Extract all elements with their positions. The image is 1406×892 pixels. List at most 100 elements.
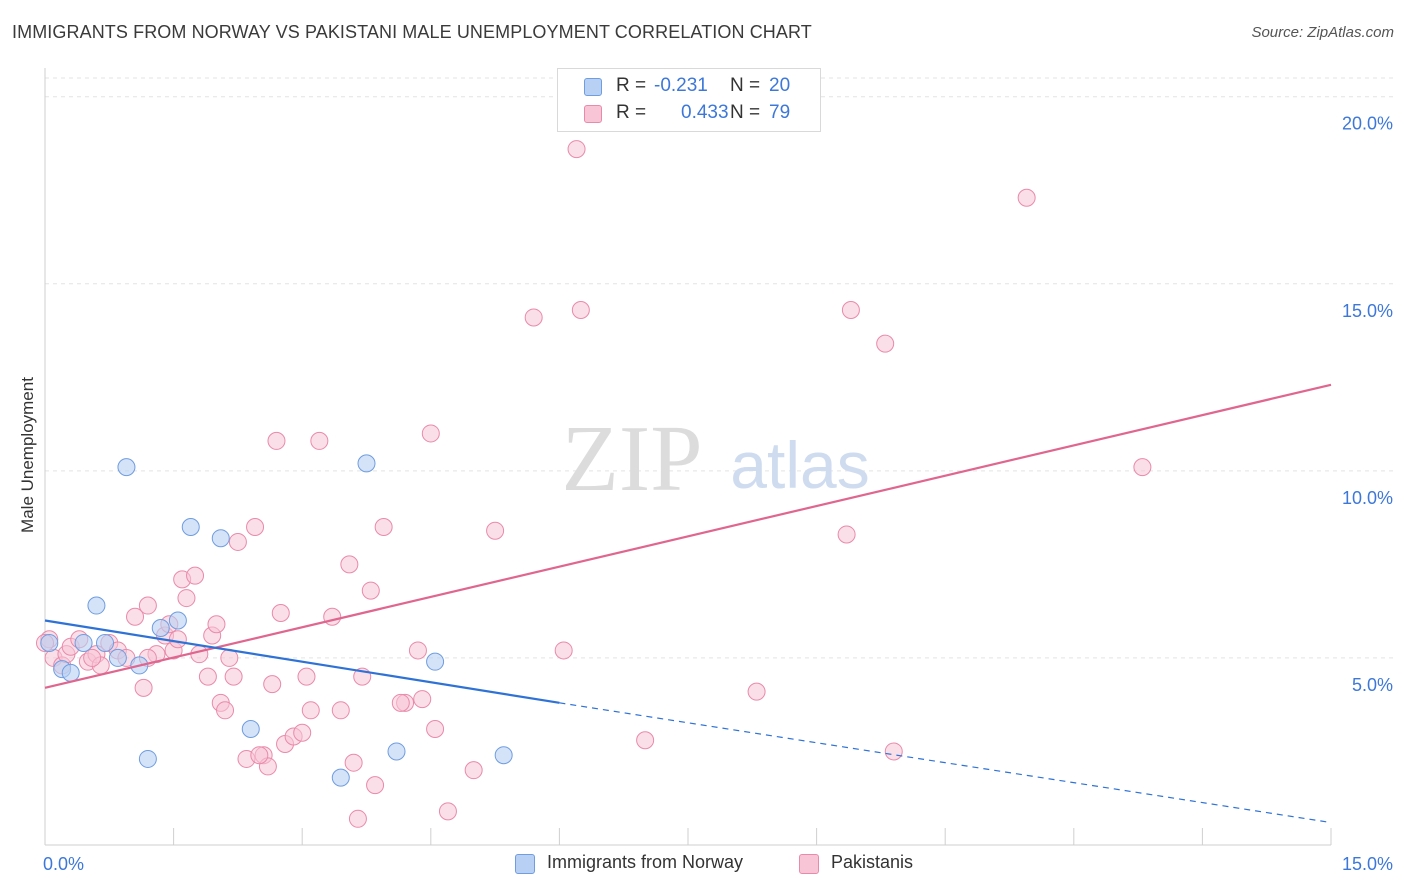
norway-point xyxy=(211,529,230,548)
pakistanis-n-value: 79 xyxy=(769,102,791,123)
pakistanis-point xyxy=(293,723,312,742)
pakistanis-point xyxy=(841,300,860,319)
pakistanis-point xyxy=(408,641,427,660)
y-tick-label: 15.0% xyxy=(1342,301,1393,321)
pakistanis-point xyxy=(1017,188,1036,207)
pakistanis-point xyxy=(567,140,586,159)
pakistanis-point xyxy=(207,615,226,634)
legend-norway-swatch xyxy=(515,854,535,874)
y-tick-label: 20.0% xyxy=(1342,114,1393,134)
norway-point xyxy=(74,633,93,652)
legend-pakistanis-swatch xyxy=(799,854,819,874)
correlation-legend: R = -0.231 N = 20 R = 0.433 N = 79 xyxy=(557,68,821,132)
pakistanis-point xyxy=(554,641,573,660)
pakistanis-point xyxy=(524,308,543,327)
norway-point xyxy=(117,458,136,477)
pakistanis-points xyxy=(36,140,1152,828)
pakistanis-point xyxy=(636,731,655,750)
axis-layer xyxy=(44,68,1332,846)
pakistanis-point xyxy=(301,701,320,720)
pakistanis-point xyxy=(426,720,445,739)
pakistanis-point xyxy=(134,678,153,697)
pakistanis-r-value: 0.433 xyxy=(681,102,729,123)
chart-title: IMMIGRANTS FROM NORWAY VS PAKISTANI MALE… xyxy=(12,22,812,42)
source-credit: Source: ZipAtlas.com xyxy=(1251,24,1394,41)
pakistanis-point xyxy=(348,809,367,828)
y-tick-label: 5.0% xyxy=(1352,675,1393,695)
pakistanis-point xyxy=(250,746,269,765)
pakistanis-point xyxy=(464,761,483,780)
norway-point xyxy=(87,596,106,615)
norway-point xyxy=(357,454,376,473)
norway-point xyxy=(494,746,513,765)
tick-labels: 5.0% 10.0% 15.0% 20.0% 0.0% 15.0% xyxy=(43,114,1393,874)
pakistanis-point xyxy=(344,753,363,772)
norway-n-label: N = xyxy=(730,75,761,96)
norway-swatch xyxy=(584,78,602,96)
pakistanis-point xyxy=(876,334,895,353)
norway-point xyxy=(426,652,445,671)
norway-r-value: -0.231 xyxy=(654,75,708,96)
pakistanis-point xyxy=(267,431,286,450)
pakistanis-point xyxy=(391,693,410,712)
norway-r-label: R = xyxy=(616,75,647,96)
pakistanis-point xyxy=(571,300,590,319)
pakistanis-point xyxy=(323,607,342,626)
trend-lines xyxy=(44,383,1332,824)
pakistanis-point xyxy=(297,667,316,686)
grid-layer xyxy=(45,77,1394,659)
norway-point xyxy=(241,720,260,739)
pakistanis-point xyxy=(421,424,440,443)
pakistanis-point xyxy=(216,701,235,720)
norway-point xyxy=(40,633,59,652)
pakistanis-point xyxy=(126,607,145,626)
norway-point xyxy=(151,618,170,637)
pakistanis-point xyxy=(186,566,205,585)
pakistanis-point xyxy=(224,667,243,686)
pakistanis-point xyxy=(884,742,903,761)
norway-n-value: 20 xyxy=(769,75,791,96)
norway-point xyxy=(331,768,350,787)
pakistanis-swatch xyxy=(584,105,602,123)
norway-trend-line xyxy=(44,619,560,704)
pakistanis-point xyxy=(138,596,157,615)
pakistanis-point xyxy=(190,645,209,664)
norway-trend-extension xyxy=(559,702,1332,824)
pakistanis-point xyxy=(177,589,196,608)
pakistanis-point xyxy=(374,517,393,536)
pakistanis-point xyxy=(486,521,505,540)
x-tick-label-min: 0.0% xyxy=(43,854,84,874)
legend-pakistanis-label: Pakistanis xyxy=(831,852,914,872)
pakistanis-point xyxy=(83,648,102,667)
norway-point xyxy=(181,517,200,536)
pakistanis-point xyxy=(340,555,359,574)
series-legend: Immigrants from Norway Pakistanis xyxy=(0,852,1406,878)
pakistanis-point xyxy=(228,532,247,551)
legend-norway-label: Immigrants from Norway xyxy=(547,852,744,872)
pakistanis-point xyxy=(310,431,329,450)
norway-point xyxy=(61,663,80,682)
norway-point xyxy=(168,611,187,630)
pakistanis-trend-line xyxy=(44,383,1332,689)
pakistanis-point xyxy=(361,581,380,600)
norway-point xyxy=(387,742,406,761)
pakistanis-point xyxy=(198,667,217,686)
watermark-zip: ZIP xyxy=(562,407,703,511)
pakistanis-r-label: R = xyxy=(616,102,647,123)
pakistanis-point xyxy=(263,675,282,694)
pakistanis-n-label: N = xyxy=(730,102,761,123)
x-tick-label-max: 15.0% xyxy=(1342,854,1393,874)
pakistanis-point xyxy=(246,517,265,536)
pakistanis-point xyxy=(413,690,432,709)
pakistanis-point xyxy=(747,682,766,701)
y-tick-label: 10.0% xyxy=(1342,488,1393,508)
pakistanis-point xyxy=(837,525,856,544)
pakistanis-point xyxy=(1133,458,1152,477)
pakistanis-point xyxy=(366,776,385,795)
pakistanis-point xyxy=(438,802,457,821)
watermark: ZIP atlas xyxy=(562,407,870,511)
norway-point xyxy=(96,633,115,652)
norway-point xyxy=(108,648,127,667)
watermark-atlas: atlas xyxy=(730,428,869,502)
